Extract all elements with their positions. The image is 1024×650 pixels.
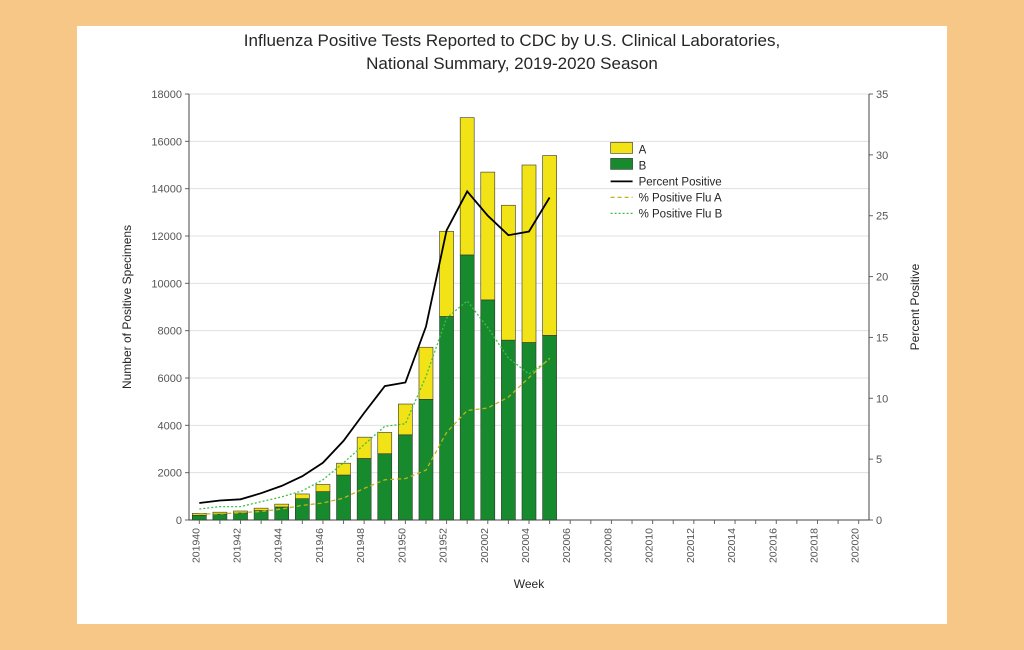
bar-flu-a bbox=[501, 205, 515, 340]
y2-tick-label: 10 bbox=[876, 393, 888, 405]
bar-flu-b bbox=[316, 492, 330, 520]
y1-tick-label: 10000 bbox=[151, 278, 182, 290]
y1-tick-label: 6000 bbox=[158, 373, 182, 385]
x-tick-label: 202004 bbox=[520, 528, 532, 563]
y1-tick-label: 14000 bbox=[151, 184, 182, 196]
x-tick-label: 202010 bbox=[644, 528, 656, 563]
x-tick-label: 201940 bbox=[190, 528, 202, 563]
legend-item-pct-a-label: % Positive Flu A bbox=[639, 192, 722, 204]
y1-tick-label: 4000 bbox=[158, 420, 182, 432]
bar-flu-b bbox=[192, 515, 206, 520]
bar-flu-b bbox=[234, 513, 248, 520]
legend-item-a: A bbox=[611, 142, 647, 156]
y2-tick-label: 15 bbox=[876, 332, 888, 344]
y1-tick-label: 12000 bbox=[151, 231, 182, 243]
x-tick-label: 202012 bbox=[685, 528, 697, 563]
y2-tick-label: 20 bbox=[876, 272, 888, 284]
bar-flu-a bbox=[543, 156, 557, 336]
y1-tick-label: 16000 bbox=[151, 136, 182, 148]
legend-item-pct-a: % Positive Flu A bbox=[611, 192, 722, 204]
bar-flu-b bbox=[481, 300, 495, 520]
y1-tick-label: 2000 bbox=[158, 468, 182, 480]
y1-axis-label: Number of Positive Specimens bbox=[120, 225, 134, 389]
bar-flu-a bbox=[316, 485, 330, 492]
legend-item-b-label: B bbox=[639, 160, 647, 172]
legend-item-a-label: A bbox=[639, 144, 647, 156]
x-axis-label: Week bbox=[514, 577, 545, 591]
bar-flu-a bbox=[254, 508, 268, 510]
bar-flu-b bbox=[213, 514, 227, 520]
bar-flu-a bbox=[398, 404, 412, 435]
bar-flu-b bbox=[460, 255, 474, 520]
y2-tick-label: 0 bbox=[876, 515, 882, 527]
bar-flu-b bbox=[357, 458, 371, 520]
chart-panel: Influenza Positive Tests Reported to CDC… bbox=[77, 26, 947, 624]
x-tick-label: 202002 bbox=[479, 528, 491, 563]
legend-item-pct-b: % Positive Flu B bbox=[611, 208, 723, 220]
bar-flu-b bbox=[378, 454, 392, 520]
bar-flu-a bbox=[378, 432, 392, 453]
x-tick-label: 202014 bbox=[726, 528, 738, 563]
bar-flu-a bbox=[419, 347, 433, 399]
y2-tick-label: 5 bbox=[876, 454, 882, 466]
y1-tick-label: 18000 bbox=[151, 89, 182, 101]
y1-tick-label: 0 bbox=[176, 515, 182, 527]
bar-flu-a bbox=[481, 172, 495, 300]
legend-item-b: B bbox=[611, 158, 647, 172]
bar-flu-a bbox=[275, 504, 289, 507]
x-tick-label: 201942 bbox=[232, 528, 244, 563]
bar-flu-b bbox=[275, 507, 289, 520]
y2-axis-label: Percent Positive bbox=[908, 263, 922, 350]
bar-flu-b bbox=[419, 399, 433, 520]
y2-tick-label: 30 bbox=[876, 150, 888, 162]
bar-flu-b bbox=[501, 340, 515, 520]
x-tick-label: 201944 bbox=[273, 528, 285, 563]
legend-item-pct-pos: Percent Positive bbox=[611, 176, 722, 188]
x-tick-label: 202006 bbox=[561, 528, 573, 563]
x-tick-label: 201948 bbox=[355, 528, 367, 563]
bar-flu-b bbox=[337, 475, 351, 520]
bar-flu-b bbox=[295, 499, 309, 520]
x-tick-label: 202018 bbox=[808, 528, 820, 563]
line-pct_flu_b bbox=[199, 301, 549, 509]
page-background: Influenza Positive Tests Reported to CDC… bbox=[0, 0, 1024, 650]
bar-flu-a bbox=[295, 494, 309, 499]
bar-flu-a bbox=[522, 165, 536, 343]
bar-flu-a bbox=[440, 231, 454, 316]
x-tick-label: 202016 bbox=[767, 528, 779, 563]
line-percent_positive bbox=[199, 191, 549, 503]
x-tick-label: 202020 bbox=[850, 528, 862, 563]
legend-item-pct-pos-label: Percent Positive bbox=[639, 176, 722, 188]
x-tick-label: 201952 bbox=[438, 528, 450, 563]
bar-flu-a bbox=[337, 463, 351, 475]
x-tick-label: 201950 bbox=[396, 528, 408, 563]
y1-tick-label: 8000 bbox=[158, 326, 182, 338]
bar-flu-b bbox=[522, 343, 536, 521]
chart-svg: 0 2000 4000 6000 8000 10000 12000 14000 16000 180… bbox=[77, 26, 947, 624]
y2-tick-label: 25 bbox=[876, 211, 888, 223]
bar-flu-b bbox=[398, 435, 412, 520]
bar-flu-b bbox=[440, 316, 454, 520]
x-tick-label: 202008 bbox=[602, 528, 614, 563]
plot-area: 0 2000 4000 6000 8000 10000 12000 14000 16000 180… bbox=[77, 26, 947, 624]
bar-flu-a bbox=[460, 118, 474, 255]
legend-item-pct-b-label: % Positive Flu B bbox=[639, 208, 723, 220]
x-tick-label: 201946 bbox=[314, 528, 326, 563]
y2-tick-label: 35 bbox=[876, 89, 888, 101]
